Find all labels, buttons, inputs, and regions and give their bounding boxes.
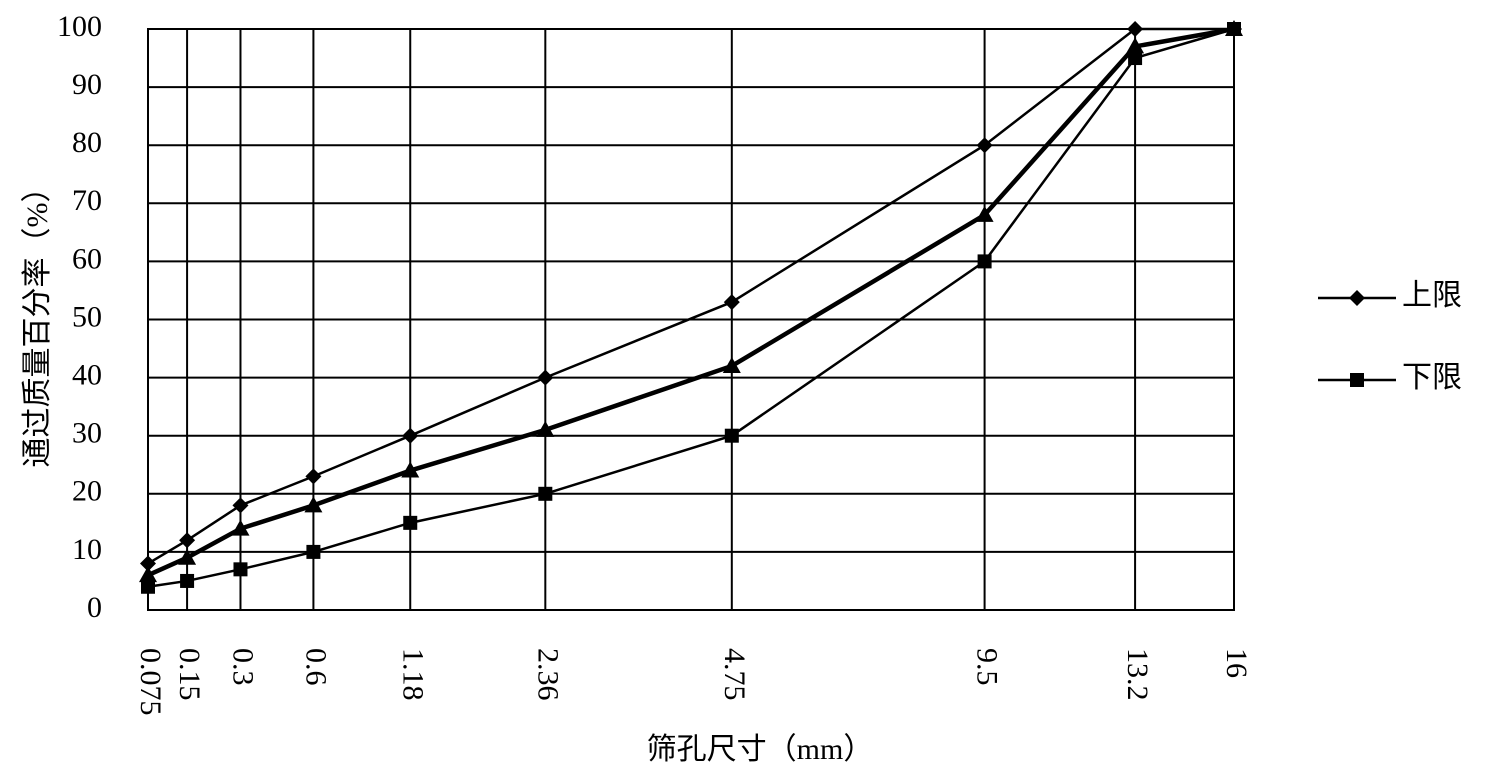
marker [1225,20,1243,36]
x-tick-label: 9.5 [971,648,1004,686]
marker [402,427,419,444]
y-tick-label: 50 [72,300,102,333]
marker [538,486,553,501]
legend-label: 下限 [1402,361,1462,394]
marker [1349,290,1365,306]
marker [722,356,741,373]
legend-label: 上限 [1402,279,1462,312]
x-axis-label: 筛孔尺寸（mm） [647,733,874,766]
marker [1350,373,1364,387]
y-tick-label: 100 [57,10,102,43]
marker [231,519,250,536]
marker [975,205,994,222]
y-tick-label: 90 [72,68,102,101]
marker [179,532,196,549]
y-tick-label: 80 [72,126,102,159]
y-tick-label: 70 [72,184,102,217]
series-line [147,26,1235,578]
x-tick-label: 4.75 [718,648,751,701]
marker [976,137,993,154]
y-tick-label: 30 [72,417,102,450]
marker [233,562,248,577]
y-tick-label: 0 [87,591,102,624]
x-tick-label: 1.18 [396,648,429,701]
marker [140,555,156,572]
y-tick-label: 10 [72,533,102,566]
x-tick-label: 0.6 [300,648,333,686]
marker [139,566,157,583]
x-tick-label: 0.3 [227,648,260,686]
y-tick-label: 40 [72,358,102,391]
marker [180,573,195,588]
x-tick-label: 13.2 [1121,648,1154,701]
marker [401,461,420,478]
marker [306,544,321,559]
marker [178,548,197,565]
marker [141,579,155,594]
y-tick-label: 60 [72,242,102,275]
x-tick-label: 16 [1220,648,1253,678]
x-tick-label: 0.15 [173,648,206,701]
marker [723,294,740,311]
y-axis-label: 通过质量百分率（%） [21,173,54,468]
marker [537,369,554,386]
marker [1128,51,1143,66]
y-tick-label: 20 [72,475,102,508]
series-line [147,27,1235,588]
x-tick-label: 0.075 [134,648,167,716]
marker [305,468,322,485]
x-tick-label: 2.36 [531,648,564,701]
marker [403,515,418,530]
series-line [147,27,1234,565]
marker [536,420,555,437]
marker [977,254,992,269]
marker [1126,37,1145,54]
plot-border [147,28,1235,611]
marker [724,428,739,443]
marker [304,496,323,513]
marker [232,497,249,514]
marker [1127,21,1144,37]
